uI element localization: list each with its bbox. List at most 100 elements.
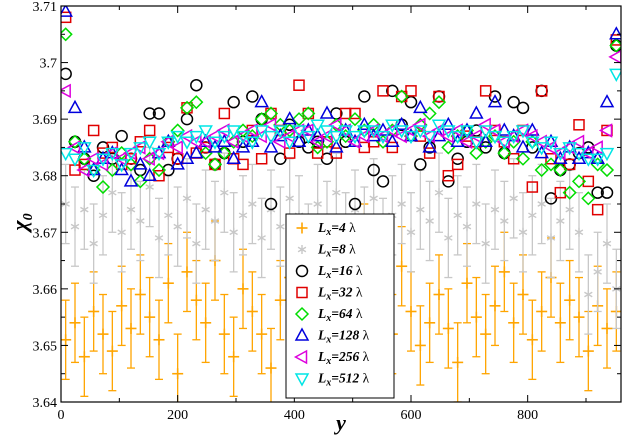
data-point	[451, 158, 464, 171]
data-point	[154, 233, 164, 243]
data-point	[88, 305, 100, 317]
data-point	[234, 128, 249, 144]
y-tick-label: 3.69	[33, 113, 58, 128]
data-point	[133, 156, 148, 170]
data-point	[403, 130, 419, 145]
data-point	[562, 139, 577, 153]
data-point	[459, 125, 475, 139]
data-point	[442, 322, 454, 334]
data-point	[563, 158, 576, 171]
data-point	[123, 147, 139, 162]
legend-label: Lx=64 λ	[317, 306, 363, 324]
data-point	[421, 128, 435, 144]
data-point	[152, 107, 166, 120]
data-point	[534, 142, 549, 156]
data-point	[599, 94, 615, 108]
data-point	[86, 164, 101, 179]
data-point	[76, 162, 90, 178]
legend-marker	[297, 245, 307, 254]
data-point	[172, 368, 184, 380]
data-point	[253, 128, 267, 144]
data-point	[507, 152, 520, 165]
data-point	[553, 147, 568, 162]
legend-label: Lx=8 λ	[317, 242, 356, 260]
data-point	[430, 123, 445, 138]
data-point	[357, 125, 372, 139]
data-point	[553, 162, 568, 178]
data-point	[500, 216, 509, 226]
data-point	[227, 95, 240, 109]
data-point	[599, 147, 615, 162]
data-point	[255, 152, 268, 165]
data-point	[413, 99, 428, 114]
data-point	[210, 216, 220, 226]
data-point	[70, 222, 80, 232]
data-point	[584, 290, 593, 300]
data-point	[300, 123, 314, 138]
data-point	[151, 145, 167, 159]
data-point	[245, 136, 260, 150]
data-point	[160, 134, 174, 150]
data-point	[265, 362, 277, 374]
data-point	[164, 210, 173, 220]
data-point	[246, 90, 259, 103]
data-point	[78, 351, 90, 363]
data-point	[433, 289, 445, 301]
data-point	[565, 205, 574, 215]
data-point	[197, 134, 211, 150]
data-point	[61, 83, 71, 99]
data-point	[442, 169, 455, 182]
data-point	[556, 216, 565, 226]
data-point	[580, 145, 594, 161]
data-point	[543, 133, 559, 148]
y-tick-label: 3.65	[33, 339, 58, 354]
data-point	[515, 125, 531, 139]
data-point	[441, 116, 456, 131]
legend-entry: Lx=4 λ	[296, 220, 356, 238]
data-point	[386, 141, 399, 154]
data-point	[216, 123, 230, 138]
data-point	[591, 203, 604, 216]
data-point	[229, 227, 238, 237]
data-point	[225, 134, 239, 150]
legend-entry: Lx=8 λ	[297, 242, 356, 260]
data-point	[347, 130, 363, 145]
y-axis-label: χ0	[7, 213, 36, 233]
legend-label: Lx=256 λ	[317, 349, 370, 367]
legend-marker	[295, 264, 309, 278]
legend-marker	[296, 286, 308, 299]
legend-marker	[294, 306, 310, 322]
data-point	[228, 351, 240, 363]
data-point	[126, 205, 136, 215]
data-point	[143, 107, 156, 120]
data-point	[609, 68, 621, 82]
legend-entry: Lx=512 λ	[294, 371, 370, 389]
data-point	[581, 153, 596, 167]
data-point	[453, 210, 462, 220]
y-tick-label: 3.68	[33, 170, 58, 185]
data-point	[528, 210, 537, 220]
data-point	[61, 334, 72, 346]
data-point	[509, 193, 518, 203]
axis-layer: 0 200 400 600 800 3.64 3.65 3.66 3.67 3.68 3.69 3.7…	[33, 0, 621, 423]
data-point	[374, 128, 389, 144]
data-point	[263, 139, 279, 153]
legend-entry: Lx=32 λ	[296, 285, 363, 303]
data-point	[590, 153, 605, 167]
data-point	[80, 205, 89, 215]
data-point	[67, 153, 83, 167]
data-point	[564, 294, 576, 306]
data-point	[590, 157, 605, 172]
data-point	[61, 27, 73, 42]
data-point	[153, 334, 165, 346]
data-point	[244, 123, 258, 138]
data-point	[449, 123, 463, 138]
legend-entry: Lx=16 λ	[295, 263, 363, 281]
x-tick-label: 400	[284, 408, 305, 423]
data-point	[89, 239, 98, 249]
data-point	[143, 124, 156, 137]
data-point	[458, 134, 473, 150]
data-point	[245, 133, 260, 148]
data-point	[487, 94, 503, 108]
data-point	[190, 78, 203, 92]
